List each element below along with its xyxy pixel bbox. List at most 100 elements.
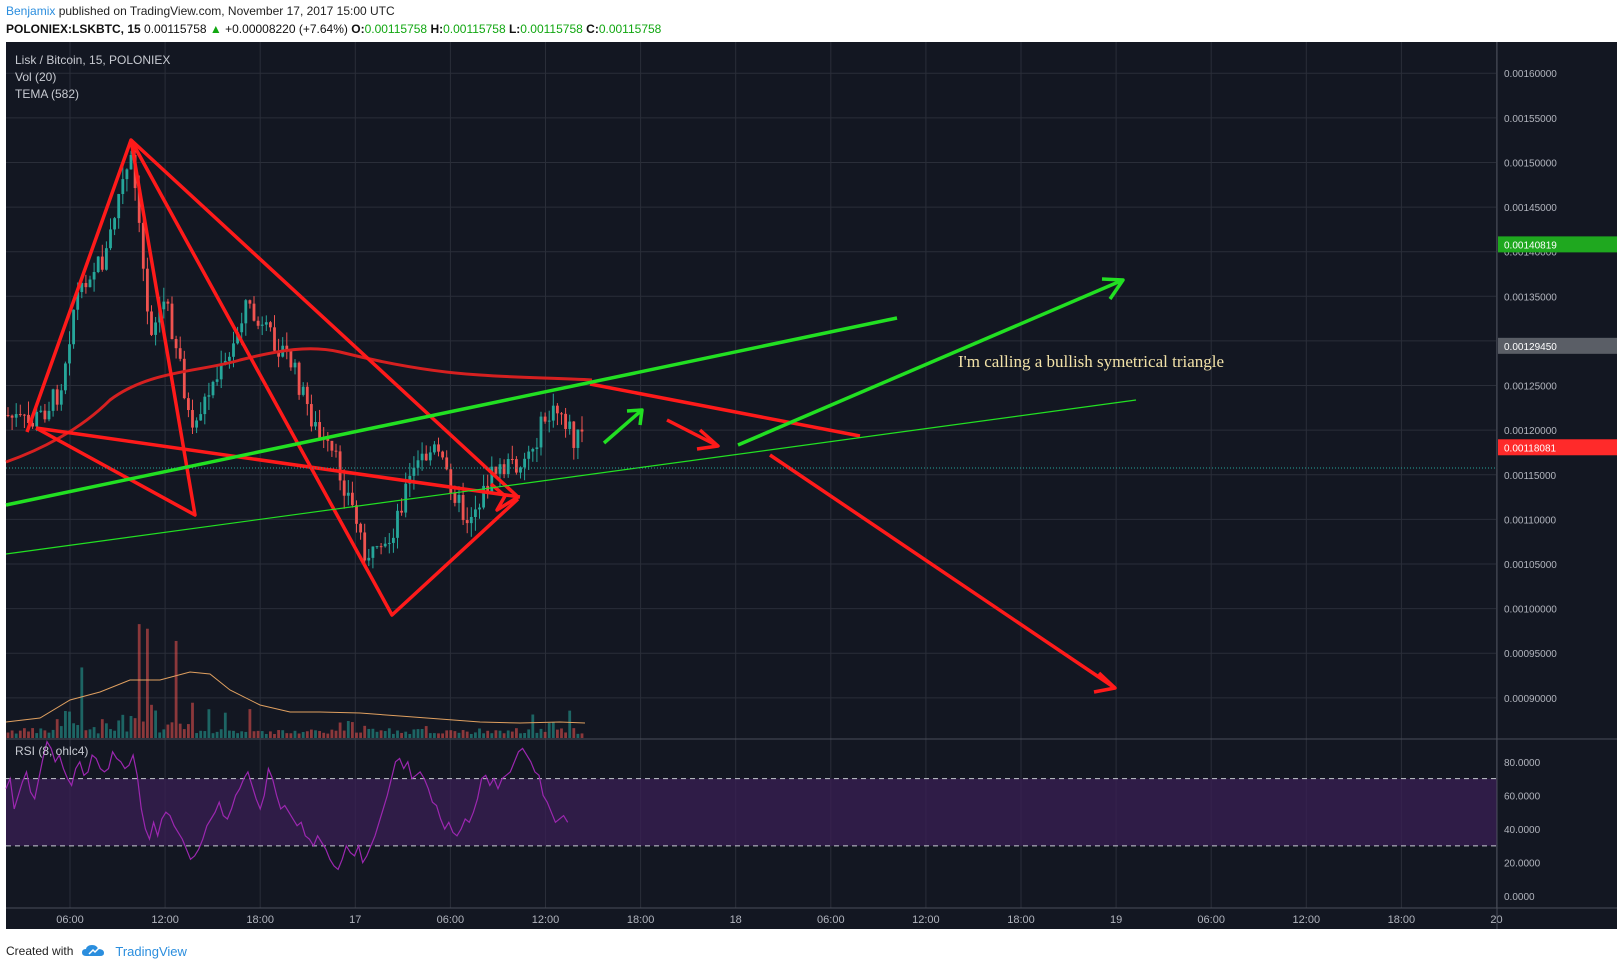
volume-bar bbox=[174, 640, 178, 738]
time-tick-label: 19 bbox=[1110, 914, 1122, 926]
volume-bar bbox=[256, 730, 260, 738]
candle-body bbox=[240, 323, 244, 333]
candle-body bbox=[363, 532, 367, 561]
candle-body bbox=[59, 390, 63, 405]
candle-body bbox=[150, 311, 153, 335]
candle-body bbox=[433, 444, 436, 453]
time-tick-label: 17 bbox=[349, 914, 361, 926]
candle-body bbox=[6, 415, 10, 416]
candle-body bbox=[228, 356, 231, 361]
created-with-label: Created with bbox=[6, 944, 74, 958]
volume-bar bbox=[293, 730, 297, 738]
price-label-box bbox=[1498, 337, 1617, 354]
red-small-arrow-shaft bbox=[666, 418, 719, 448]
green-small-arrow-shaft bbox=[602, 408, 644, 445]
price-label-box bbox=[1498, 439, 1617, 456]
volume-bar bbox=[416, 729, 420, 738]
change-arrow-icon: ▲ bbox=[209, 22, 222, 36]
candle-body bbox=[301, 386, 305, 395]
candle-body bbox=[474, 509, 477, 518]
volume-bar bbox=[346, 720, 350, 738]
volume-bar bbox=[392, 733, 395, 738]
volume-bar bbox=[248, 709, 252, 738]
volume-bar bbox=[109, 729, 112, 738]
legend-rsi: RSI (8, ohlc4) bbox=[15, 744, 88, 758]
volume-bar bbox=[539, 728, 543, 738]
annotation-text[interactable]: I'm calling a bullish symetrical triangl… bbox=[958, 352, 1224, 371]
candle-body bbox=[277, 350, 280, 357]
volume-bar bbox=[355, 732, 358, 738]
volume-bar bbox=[449, 730, 453, 738]
volume-bar bbox=[31, 728, 34, 738]
candle-body bbox=[256, 320, 260, 326]
price-tick-label: 0.00145000 bbox=[1504, 203, 1557, 214]
volume-bar bbox=[375, 731, 379, 738]
volume-bar bbox=[121, 714, 125, 738]
candle-body bbox=[515, 459, 518, 473]
tema-line bbox=[5, 347, 593, 464]
volume-bar bbox=[433, 733, 436, 738]
candle-body bbox=[72, 309, 75, 345]
candle-body bbox=[519, 467, 522, 473]
volume-bar bbox=[342, 730, 346, 738]
candle-body bbox=[10, 415, 14, 418]
candle-body bbox=[580, 429, 584, 432]
candle-body bbox=[383, 543, 387, 547]
candle-body bbox=[182, 358, 186, 399]
candle-body bbox=[195, 420, 198, 428]
candle-body bbox=[560, 413, 563, 415]
candle-body bbox=[342, 480, 346, 496]
time-tick-label: 06:00 bbox=[56, 914, 84, 926]
volume-bar bbox=[113, 730, 116, 738]
price-tick-label: 0.00105000 bbox=[1504, 560, 1557, 571]
volume-bar bbox=[195, 733, 198, 738]
candle-body bbox=[260, 324, 264, 326]
volume-bar bbox=[502, 733, 506, 738]
candle-body bbox=[351, 492, 354, 506]
tradingview-cloud-icon bbox=[82, 945, 105, 956]
candle-body bbox=[457, 494, 461, 503]
time-tick-label: 06:00 bbox=[1197, 914, 1225, 926]
candle-body bbox=[92, 272, 96, 280]
volume-bar bbox=[187, 724, 190, 738]
rsi-tick-label: 40.0000 bbox=[1504, 825, 1541, 836]
volume-bar bbox=[318, 731, 321, 738]
price-tick-label: 0.00140000 bbox=[1504, 248, 1557, 259]
volume-bar bbox=[232, 730, 235, 738]
tradingview-link[interactable]: TradingView bbox=[115, 943, 187, 959]
volume-bar bbox=[68, 711, 71, 738]
volume-bar bbox=[547, 722, 551, 738]
price-tick-label: 0.00150000 bbox=[1504, 158, 1557, 169]
price-change: +0.00008220 (+7.64%) bbox=[225, 22, 348, 36]
volume-bar bbox=[334, 730, 338, 738]
volume-bar bbox=[297, 733, 301, 738]
trend-drawings bbox=[5, 138, 1137, 694]
time-tick-label: 18:00 bbox=[1388, 914, 1416, 926]
volume-bar bbox=[326, 733, 330, 738]
candle-body bbox=[273, 327, 276, 351]
candle-body bbox=[117, 194, 121, 219]
rsi-tick-label: 0.0000 bbox=[1504, 892, 1535, 903]
author-link[interactable]: Benjamix bbox=[6, 4, 56, 18]
volume-bar bbox=[129, 715, 133, 738]
volume-bar bbox=[277, 730, 280, 738]
green-up-arrow-head bbox=[1101, 277, 1125, 300]
candle-body bbox=[412, 467, 416, 476]
volume-bar bbox=[6, 732, 10, 738]
red-diamond-line bbox=[129, 139, 520, 617]
candle-body bbox=[404, 483, 408, 513]
volume-bar bbox=[51, 729, 55, 738]
candle-body bbox=[326, 438, 330, 441]
candle-body bbox=[453, 493, 457, 503]
rsi-band bbox=[6, 778, 1497, 846]
symbol-name: POLONIEX:LSKBTC, 15 bbox=[6, 22, 141, 36]
candle-body bbox=[498, 464, 502, 474]
volume-bar bbox=[363, 725, 367, 738]
volume-bar bbox=[543, 731, 547, 738]
candle-body bbox=[375, 546, 379, 548]
time-tick-label: 18:00 bbox=[627, 914, 655, 926]
volume-bar bbox=[203, 731, 207, 738]
volume-bar bbox=[154, 710, 157, 738]
candle-body bbox=[330, 440, 334, 451]
